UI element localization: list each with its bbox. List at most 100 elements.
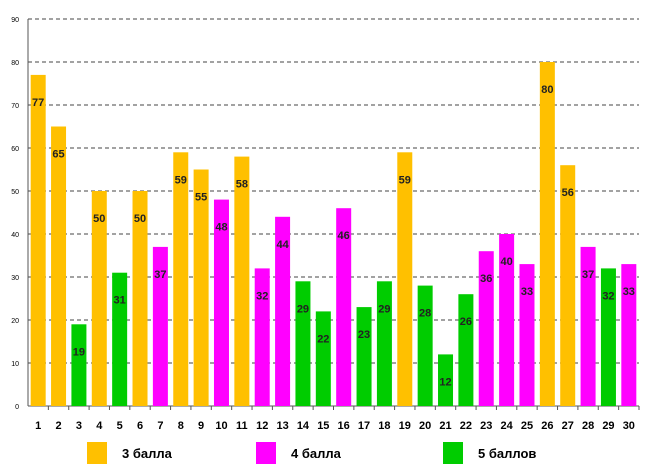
legend-label-4: 4 балла bbox=[291, 445, 341, 461]
data-label: 58 bbox=[236, 179, 248, 191]
x-tick-label: 7 bbox=[157, 420, 163, 432]
x-tick-label: 24 bbox=[500, 420, 513, 432]
x-tick-label: 5 bbox=[117, 420, 123, 432]
x-tick-label: 25 bbox=[521, 420, 533, 432]
bar bbox=[438, 354, 454, 406]
x-tick-label: 26 bbox=[541, 420, 553, 432]
data-label: 29 bbox=[297, 303, 309, 315]
y-tick-label: 0 bbox=[15, 404, 19, 411]
data-label: 12 bbox=[439, 376, 451, 388]
bar bbox=[356, 307, 372, 406]
x-tick-label: 2 bbox=[55, 420, 61, 432]
x-tick-label: 16 bbox=[338, 420, 350, 432]
data-label: 59 bbox=[399, 174, 411, 186]
bar bbox=[417, 285, 433, 406]
bar bbox=[254, 268, 270, 406]
bar bbox=[112, 272, 128, 406]
bar bbox=[458, 294, 474, 406]
bar bbox=[519, 264, 535, 406]
bar bbox=[213, 199, 229, 406]
x-tick-label: 19 bbox=[399, 420, 411, 432]
bar bbox=[600, 268, 616, 406]
y-tick-label: 90 bbox=[11, 17, 19, 24]
y-tick-label: 40 bbox=[11, 232, 19, 239]
data-label: 50 bbox=[93, 213, 105, 225]
x-tick-label: 3 bbox=[76, 420, 82, 432]
data-label: 80 bbox=[541, 84, 553, 96]
bar bbox=[193, 169, 209, 406]
x-tick-label: 17 bbox=[358, 420, 370, 432]
legend-item-5: 5 баллов bbox=[443, 440, 536, 466]
data-label: 44 bbox=[276, 239, 289, 251]
bar bbox=[51, 126, 67, 406]
bar bbox=[71, 324, 87, 406]
bar bbox=[30, 74, 46, 407]
bar bbox=[315, 311, 331, 406]
bar bbox=[499, 234, 515, 406]
data-label: 59 bbox=[175, 174, 187, 186]
x-tick-label: 4 bbox=[96, 420, 103, 432]
bar bbox=[539, 62, 555, 406]
data-label: 22 bbox=[317, 333, 329, 345]
bar bbox=[560, 165, 576, 406]
bar bbox=[621, 264, 637, 406]
x-tick-label: 22 bbox=[460, 420, 472, 432]
x-tick-label: 28 bbox=[582, 420, 594, 432]
data-label: 23 bbox=[358, 329, 370, 341]
legend-item-4: 4 балла bbox=[256, 440, 341, 466]
bar bbox=[580, 246, 596, 406]
bar bbox=[397, 152, 413, 406]
x-tick-label: 27 bbox=[562, 420, 574, 432]
y-tick-label: 70 bbox=[11, 103, 19, 110]
x-tick-label: 8 bbox=[178, 420, 184, 432]
data-label: 37 bbox=[582, 269, 594, 281]
data-label: 40 bbox=[500, 256, 512, 268]
x-tick-label: 1 bbox=[35, 420, 41, 432]
data-label: 48 bbox=[215, 222, 227, 234]
bar bbox=[336, 208, 352, 406]
y-tick-label: 20 bbox=[11, 318, 19, 325]
x-tick-label: 11 bbox=[236, 420, 248, 432]
data-label: 19 bbox=[73, 346, 85, 358]
data-label: 36 bbox=[480, 273, 492, 285]
x-tick-label: 20 bbox=[419, 420, 431, 432]
x-tick-label: 14 bbox=[297, 420, 310, 432]
legend-label-5: 5 баллов bbox=[478, 445, 537, 461]
y-tick-label: 30 bbox=[11, 275, 19, 282]
data-label: 77 bbox=[32, 97, 44, 109]
x-tick-label: 6 bbox=[137, 420, 143, 432]
legend-swatch-3 bbox=[87, 442, 107, 464]
x-tick-label: 29 bbox=[602, 420, 614, 432]
data-label: 26 bbox=[460, 316, 472, 328]
data-label: 37 bbox=[154, 269, 166, 281]
bar bbox=[295, 281, 311, 406]
y-tick-label: 80 bbox=[11, 60, 19, 67]
data-label: 31 bbox=[114, 295, 126, 307]
bar bbox=[173, 152, 189, 406]
legend-item-3: 3 балла bbox=[87, 440, 172, 466]
data-label: 33 bbox=[623, 286, 635, 298]
x-tick-label: 30 bbox=[623, 420, 635, 432]
legend-label-3: 3 балла bbox=[122, 445, 172, 461]
data-label: 65 bbox=[52, 149, 64, 161]
x-tick-label: 9 bbox=[198, 420, 204, 432]
x-tick-label: 21 bbox=[439, 420, 451, 432]
bar bbox=[376, 281, 392, 406]
bar bbox=[152, 246, 168, 406]
data-label: 56 bbox=[562, 187, 574, 199]
legend-swatch-4 bbox=[256, 442, 276, 464]
x-tick-label: 18 bbox=[378, 420, 390, 432]
y-tick-label: 50 bbox=[11, 189, 19, 196]
x-tick-label: 15 bbox=[317, 420, 329, 432]
x-tick-label: 12 bbox=[256, 420, 268, 432]
x-tick-label: 10 bbox=[215, 420, 227, 432]
x-tick-label: 23 bbox=[480, 420, 492, 432]
bar bbox=[275, 216, 291, 406]
y-tick-label: 60 bbox=[11, 146, 19, 153]
data-label: 46 bbox=[338, 230, 350, 242]
legend-swatch-5 bbox=[443, 442, 463, 464]
data-label: 32 bbox=[256, 290, 268, 302]
bar bbox=[234, 156, 250, 406]
data-label: 28 bbox=[419, 308, 431, 320]
